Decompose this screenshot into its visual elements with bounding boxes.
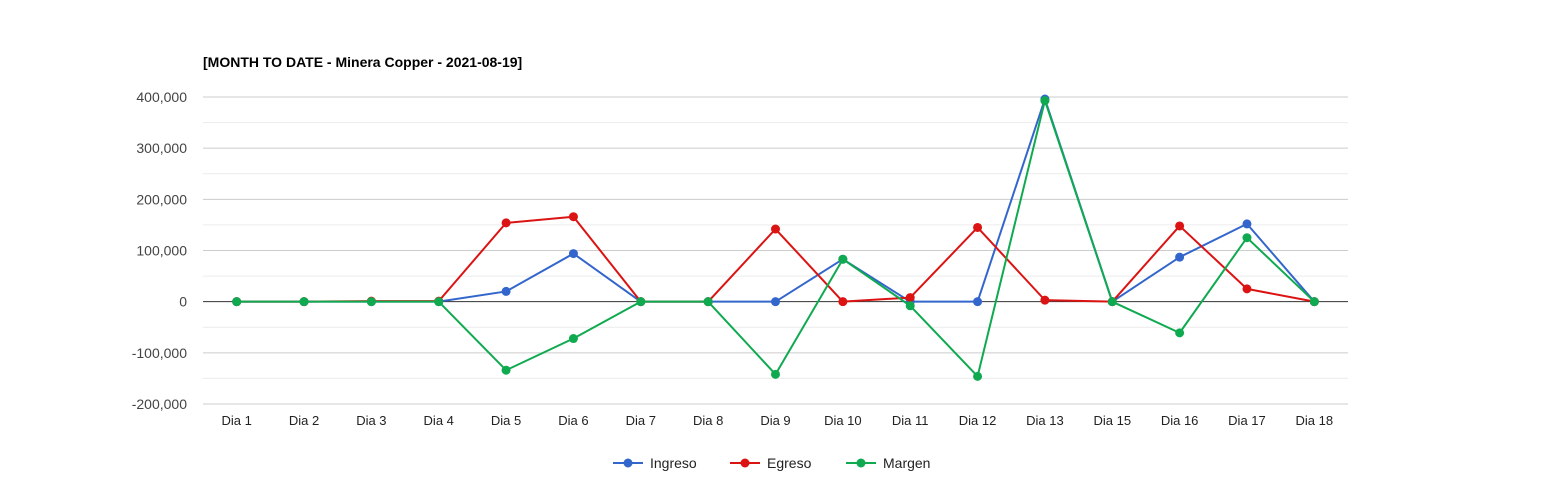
data-point-margen[interactable]: [434, 297, 444, 307]
data-point-ingreso[interactable]: [501, 286, 511, 296]
data-point-margen[interactable]: [838, 254, 848, 264]
x-tick-label: Dia 4: [424, 413, 454, 428]
x-axis-ticks: Dia 1 Dia 2 Dia 3 Dia 4 Dia 5 Dia 6 Dia 7 Dia 8…: [221, 413, 1333, 428]
data-point-margen[interactable]: [703, 297, 713, 307]
x-tick-label: Dia 12: [959, 413, 997, 428]
x-tick-label: Dia 18: [1296, 413, 1334, 428]
data-point-egreso[interactable]: [973, 222, 983, 232]
y-tick-label: -100,000: [132, 345, 187, 361]
x-tick-label: Dia 8: [693, 413, 723, 428]
x-tick-label: Dia 7: [626, 413, 656, 428]
y-tick-label: -200,000: [132, 396, 187, 412]
data-point-margen[interactable]: [1107, 297, 1117, 307]
y-tick-label: 400,000: [136, 89, 187, 105]
y-tick-label: 0: [179, 294, 187, 310]
legend-label: Egreso: [767, 455, 812, 471]
series-lines: [232, 94, 1319, 381]
legend-item-margen[interactable]: Margen: [846, 455, 930, 471]
data-point-margen[interactable]: [1309, 297, 1319, 307]
data-point-egreso[interactable]: [905, 293, 915, 303]
data-point-margen[interactable]: [501, 365, 511, 375]
x-tick-label: Dia 9: [760, 413, 790, 428]
legend-item-egreso[interactable]: Egreso: [730, 455, 812, 471]
data-point-margen[interactable]: [1175, 328, 1185, 338]
grid-lines: [203, 96, 1348, 405]
data-point-egreso[interactable]: [1040, 295, 1050, 305]
data-point-margen[interactable]: [636, 297, 646, 307]
legend-label: Ingreso: [650, 455, 697, 471]
series-line-margen: [236, 99, 1316, 378]
data-point-ingreso[interactable]: [973, 297, 983, 307]
data-point-egreso[interactable]: [568, 212, 578, 222]
x-tick-label: Dia 16: [1161, 413, 1199, 428]
data-point-margen[interactable]: [973, 371, 983, 381]
data-point-margen[interactable]: [299, 297, 309, 307]
legend-swatch-marker: [856, 458, 866, 468]
data-point-ingreso[interactable]: [568, 249, 578, 259]
legend-item-ingreso[interactable]: Ingreso: [613, 455, 697, 471]
data-point-margen[interactable]: [905, 301, 915, 311]
chart-title: [MONTH TO DATE - Minera Copper - 2021-08…: [203, 54, 522, 70]
data-point-margen[interactable]: [568, 334, 578, 344]
x-tick-label: Dia 2: [289, 413, 319, 428]
data-point-egreso[interactable]: [1242, 284, 1252, 294]
y-tick-label: 100,000: [136, 243, 187, 259]
legend-swatch-marker: [740, 458, 750, 468]
data-point-margen[interactable]: [1040, 96, 1050, 106]
x-tick-label: Dia 1: [221, 413, 251, 428]
x-tick-label: Dia 10: [824, 413, 862, 428]
legend[interactable]: Ingreso Egreso Margen: [613, 455, 930, 471]
y-tick-label: 300,000: [136, 140, 187, 156]
series-line-ingreso: [236, 98, 1316, 303]
x-tick-label: Dia 5: [491, 413, 521, 428]
data-point-ingreso[interactable]: [1242, 219, 1252, 229]
data-point-egreso[interactable]: [501, 218, 511, 228]
legend-swatch-marker: [623, 458, 633, 468]
x-tick-label: Dia 6: [558, 413, 588, 428]
data-point-egreso[interactable]: [771, 224, 780, 234]
data-point-margen[interactable]: [1242, 233, 1252, 243]
data-point-ingreso[interactable]: [771, 297, 780, 307]
data-point-margen[interactable]: [366, 297, 376, 307]
data-point-margen[interactable]: [771, 369, 780, 379]
x-tick-label: Dia 15: [1093, 413, 1131, 428]
data-point-ingreso[interactable]: [1175, 252, 1185, 262]
x-tick-label: Dia 13: [1026, 413, 1064, 428]
y-axis-ticks: 400,000 300,000 200,000 100,000 0 -100,000 -20…: [132, 89, 187, 412]
data-point-egreso[interactable]: [838, 297, 848, 307]
legend-label: Margen: [883, 455, 930, 471]
x-tick-label: Dia 11: [892, 413, 929, 428]
x-tick-label: Dia 17: [1228, 413, 1266, 428]
x-tick-label: Dia 3: [356, 413, 386, 428]
data-point-egreso[interactable]: [1175, 221, 1185, 231]
data-point-margen[interactable]: [232, 297, 242, 307]
y-tick-label: 200,000: [136, 191, 187, 207]
